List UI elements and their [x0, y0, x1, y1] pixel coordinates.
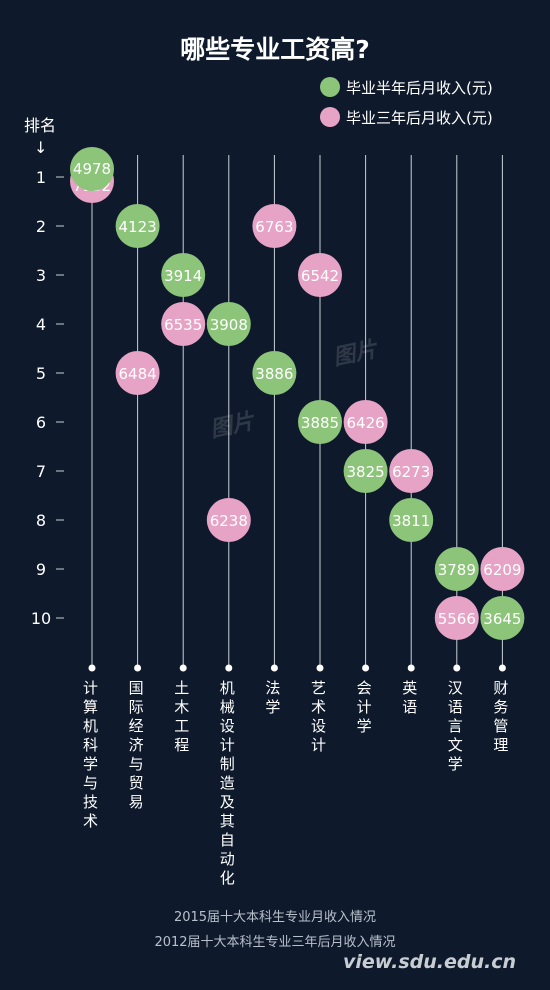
bubble-six-months	[161, 253, 206, 297]
footnote-2012: 2012届十大本科生专业三年后月收入情况	[154, 935, 395, 950]
svg-text:图片: 图片	[331, 337, 381, 371]
bubble-value-label: 5566	[438, 610, 476, 628]
category-dot	[316, 664, 324, 672]
bubble-three-years	[161, 302, 206, 346]
rank-tick-label: 7	[36, 462, 46, 481]
chart-title: 哪些专业工资高?	[180, 35, 370, 64]
category-label: 汉语言文学	[448, 679, 463, 773]
bubble-value-label: 6542	[301, 267, 339, 285]
category-labels: 计算机科学与技术 国际经济与贸易 土木工程 机械设计制造及其自动化 法学 艺术设计 会计学 英…	[83, 679, 508, 887]
bubble-value-label: 3825	[347, 463, 385, 481]
rank-tick-label: 3	[36, 266, 46, 285]
bubble-value-label: 3886	[255, 365, 293, 383]
category-label: 国际经济与贸易	[129, 679, 144, 811]
bubble-three-years	[434, 596, 479, 640]
rank-tick-label: 6	[36, 413, 46, 432]
rank-tick-label: 5	[36, 364, 46, 383]
bubble-six-months	[343, 449, 388, 493]
bubble-value-label: 6238	[210, 512, 248, 530]
bubbles: 7932676365426535648464266273623855664123…	[70, 147, 525, 640]
legend-marker-six-months	[320, 77, 340, 97]
category-dot	[88, 664, 96, 672]
category-dot	[498, 664, 506, 672]
bubble-three-years	[480, 547, 525, 591]
bubble-six-months	[434, 547, 479, 591]
bubble-value-label: 6535	[164, 316, 202, 334]
footnote-2015: 2015届十大本科生专业月收入情况	[174, 910, 376, 925]
bubble-three-years	[389, 449, 434, 493]
category-label: 法学	[265, 679, 280, 716]
category-dot	[179, 664, 187, 672]
category-label: 机械设计制造及其自动化	[220, 679, 235, 887]
bubble-six-months	[389, 498, 434, 542]
bubble-value-label: 3789	[438, 561, 476, 579]
legend-label-six-months: 毕业半年后月收入(元)	[346, 79, 493, 97]
bubble-value-label: 6763	[255, 218, 293, 236]
bubble-three-years	[252, 204, 297, 248]
bubble-six-months	[206, 302, 251, 346]
rank-tick-label: 8	[36, 511, 46, 530]
category-label: 财务管理	[493, 679, 508, 754]
bubble-six-months	[298, 400, 342, 444]
bubble-value-label: 4978	[73, 160, 111, 178]
legend-marker-three-years	[320, 107, 340, 127]
category-label: 英语	[402, 679, 417, 716]
category-dot	[134, 664, 142, 672]
bubble-value-label: 3914	[164, 267, 202, 285]
category-dot	[407, 664, 415, 672]
bubble-six-months	[252, 351, 297, 395]
rank-tick-label: 4	[36, 315, 46, 334]
bubble-value-label: 3811	[392, 512, 430, 530]
rank-tick-label: 1	[36, 168, 46, 187]
bubble-value-label: 3645	[483, 610, 521, 628]
rank-arrow-icon: ↓	[34, 138, 47, 157]
bubble-three-years	[206, 498, 251, 542]
rank-tick-label: 2	[36, 217, 46, 236]
legend: 毕业半年后月收入(元) 毕业三年后月收入(元)	[320, 77, 493, 127]
category-label: 计算机科学与技术	[83, 679, 98, 830]
bubble-value-label: 3908	[210, 316, 248, 334]
rank-axis: 1 2 3 4 5 6 7 8 9 10	[31, 168, 64, 628]
bubble-three-years	[298, 253, 342, 297]
source-watermark: view.sdu.edu.cn	[343, 951, 516, 973]
category-label: 会计学	[357, 679, 372, 735]
svg-text:图片: 图片	[208, 409, 258, 443]
bubble-value-label: 3885	[301, 414, 339, 432]
rank-tick-label: 10	[31, 609, 51, 628]
category-dot	[362, 664, 370, 672]
category-dot	[225, 664, 233, 672]
category-dot	[270, 664, 278, 672]
bubble-six-months	[70, 147, 114, 191]
bubble-value-label: 6484	[119, 365, 157, 383]
rank-axis-title: 排名	[24, 116, 56, 135]
bubble-value-label: 6273	[392, 463, 430, 481]
bubble-six-months	[480, 596, 525, 640]
category-dot	[453, 664, 461, 672]
bubble-value-label: 4123	[119, 218, 157, 236]
legend-label-three-years: 毕业三年后月收入(元)	[346, 109, 493, 127]
rank-tick-label: 9	[36, 560, 46, 579]
bubble-three-years	[343, 400, 388, 444]
category-label: 土木工程	[174, 679, 189, 754]
bubble-value-label: 6426	[347, 414, 385, 432]
bubble-three-years	[115, 351, 160, 395]
bubble-six-months	[115, 204, 160, 248]
bubble-value-label: 6209	[483, 561, 521, 579]
category-label: 艺术设计	[311, 679, 326, 754]
